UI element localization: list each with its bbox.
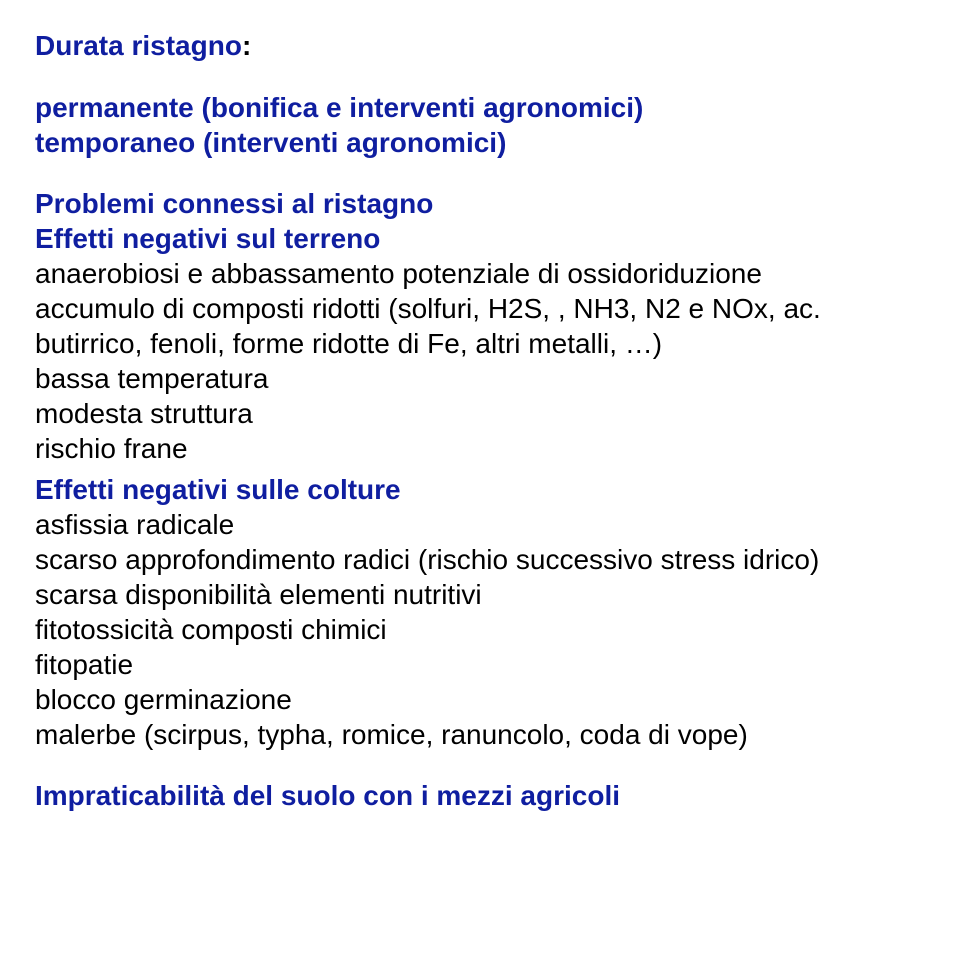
colture-line: scarso approfondimento radici (rischio s… xyxy=(35,542,925,577)
terreno-line: anaerobiosi e abbassamento potenziale di… xyxy=(35,256,925,291)
colture-line: scarsa disponibilità elementi nutritivi xyxy=(35,577,925,612)
terreno-line: rischio frane xyxy=(35,431,925,466)
title-main: Durata ristagno xyxy=(35,30,242,61)
terreno-line: modesta struttura xyxy=(35,396,925,431)
colture-line: fitopatie xyxy=(35,647,925,682)
page-title: Durata ristagno: xyxy=(35,30,925,62)
title-colon: : xyxy=(242,30,251,61)
colture-line: fitotossicità composti chimici xyxy=(35,612,925,647)
temporaneo-line: temporaneo (interventi agronomici) xyxy=(35,125,925,160)
permanente-line: permanente (bonifica e interventi agrono… xyxy=(35,90,925,125)
colture-line: asfissia radicale xyxy=(35,507,925,542)
colture-line: blocco germinazione xyxy=(35,682,925,717)
impraticabilita-heading: Impraticabilità del suolo con i mezzi ag… xyxy=(35,778,925,813)
effetti-terreno-heading: Effetti negativi sul terreno xyxy=(35,221,925,256)
terreno-line: accumulo di composti ridotti (solfuri, H… xyxy=(35,291,925,361)
colture-line: malerbe (scirpus, typha, romice, ranunco… xyxy=(35,717,925,752)
problemi-heading: Problemi connessi al ristagno xyxy=(35,186,925,221)
terreno-line: bassa temperatura xyxy=(35,361,925,396)
effetti-colture-heading: Effetti negativi sulle colture xyxy=(35,472,925,507)
